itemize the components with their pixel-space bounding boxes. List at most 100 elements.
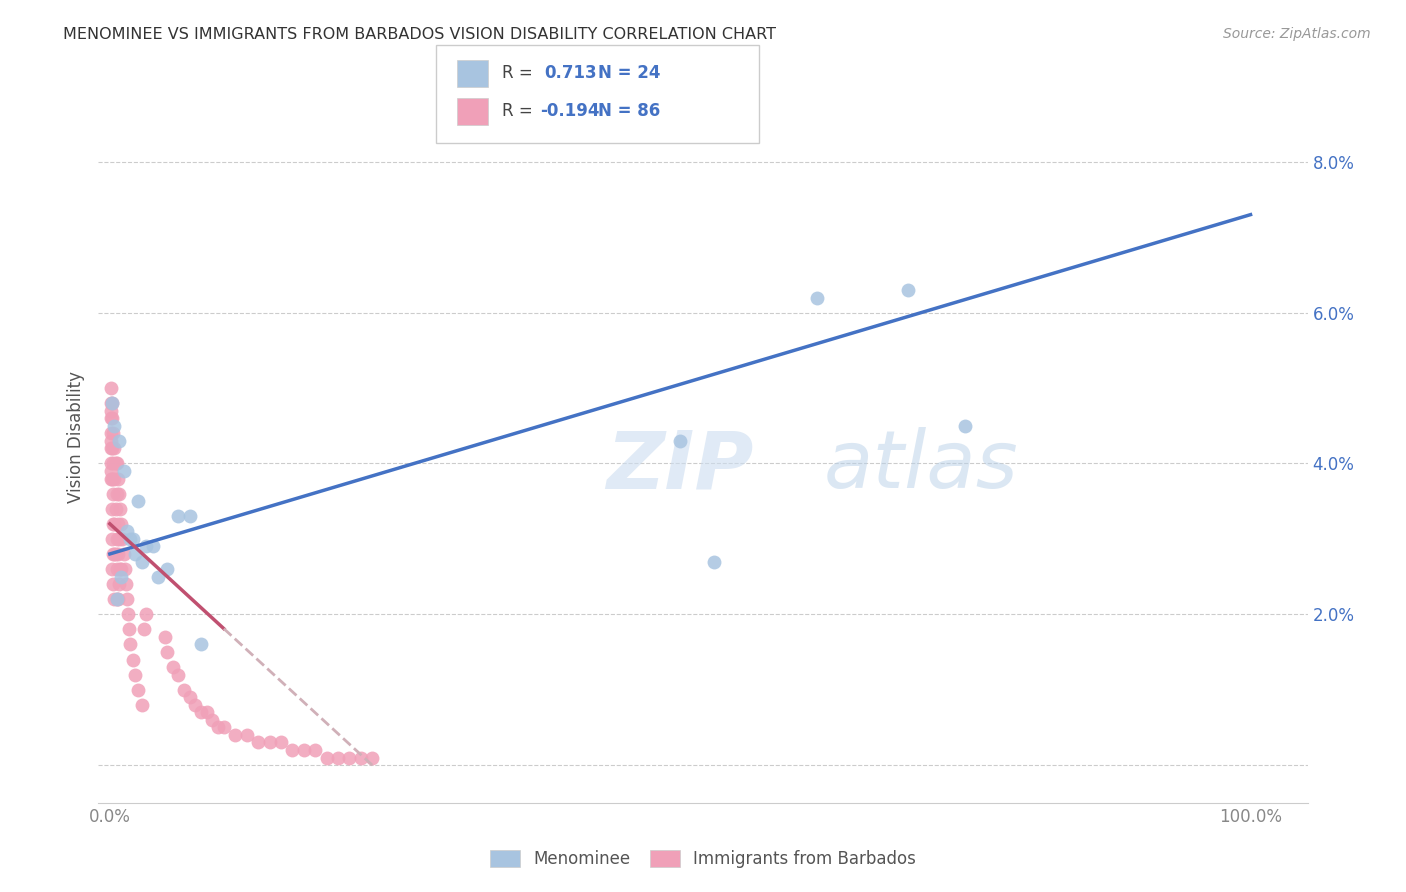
Point [110,562,132,576]
Point [101,396,124,410]
Text: N = 24: N = 24 [598,64,659,82]
Point [120,637,142,651]
Point [107,592,129,607]
Point [184,698,207,712]
Text: MENOMINEE VS IMMIGRANTS FROM BARBADOS VISION DISABILITY CORRELATION CHART: MENOMINEE VS IMMIGRANTS FROM BARBADOS VI… [63,27,776,42]
Point [179,509,201,524]
Point [127,682,149,697]
Point [117,607,139,622]
Point [304,743,326,757]
Point [105,486,128,500]
Point [121,532,143,546]
Point [101,501,124,516]
Point [107,471,129,485]
Point [153,630,176,644]
Point [101,411,124,425]
Point [105,532,128,546]
Point [806,291,828,305]
Y-axis label: Vision Disability: Vision Disability [66,371,84,503]
Point [103,457,125,471]
Point [101,396,124,410]
Point [897,283,920,297]
Point [703,554,725,568]
Point [124,547,146,561]
Point [103,516,125,531]
Point [103,442,125,456]
Point [195,706,218,720]
Point [112,547,135,561]
Point [124,667,146,681]
Point [292,743,315,757]
Point [247,735,270,749]
Text: 0.713: 0.713 [544,64,596,82]
Point [103,547,125,561]
Point [103,418,125,433]
Point [156,562,179,576]
Point [100,464,122,478]
Point [100,396,122,410]
Point [100,411,122,425]
Point [105,592,128,607]
Point [190,706,212,720]
Point [114,562,136,576]
Point [337,750,360,764]
Point [179,690,201,705]
Point [108,501,131,516]
Point [167,509,190,524]
Point [114,577,136,591]
Text: Source: ZipAtlas.com: Source: ZipAtlas.com [1223,27,1371,41]
Point [110,516,132,531]
Point [118,623,141,637]
Point [105,592,128,607]
Point [105,562,128,576]
Point [669,434,692,448]
Point [121,652,143,666]
Point [173,682,195,697]
Point [110,569,132,583]
Point [108,486,131,500]
Point [100,381,122,395]
Point [132,623,155,637]
Point [224,728,246,742]
Point [101,471,124,485]
Text: atlas: atlas [824,427,1019,506]
Text: R =: R = [502,103,538,120]
Point [315,750,337,764]
Point [100,426,122,441]
Point [103,471,125,485]
Point [101,532,124,546]
Point [135,607,157,622]
Point [103,486,125,500]
Point [103,547,125,561]
Text: ZIP: ZIP [606,427,754,506]
Point [190,637,212,651]
Point [108,532,131,546]
Point [115,524,138,539]
Point [103,426,125,441]
Text: N = 86: N = 86 [598,103,659,120]
Point [100,457,122,471]
Point [201,713,224,727]
Point [101,562,124,576]
Point [120,532,142,546]
Point [131,698,153,712]
Text: R =: R = [502,64,538,82]
Point [104,457,127,471]
Point [100,403,122,417]
Point [107,547,129,561]
Point [107,516,129,531]
Point [326,750,349,764]
Point [100,471,122,485]
Point [235,728,257,742]
Point [108,577,131,591]
Point [103,592,125,607]
Point [108,434,131,448]
Point [350,750,373,764]
Point [100,434,122,448]
Point [361,750,384,764]
Point [104,547,127,561]
Point [112,464,135,478]
Point [101,442,124,456]
Point [212,720,235,734]
Point [955,418,977,433]
